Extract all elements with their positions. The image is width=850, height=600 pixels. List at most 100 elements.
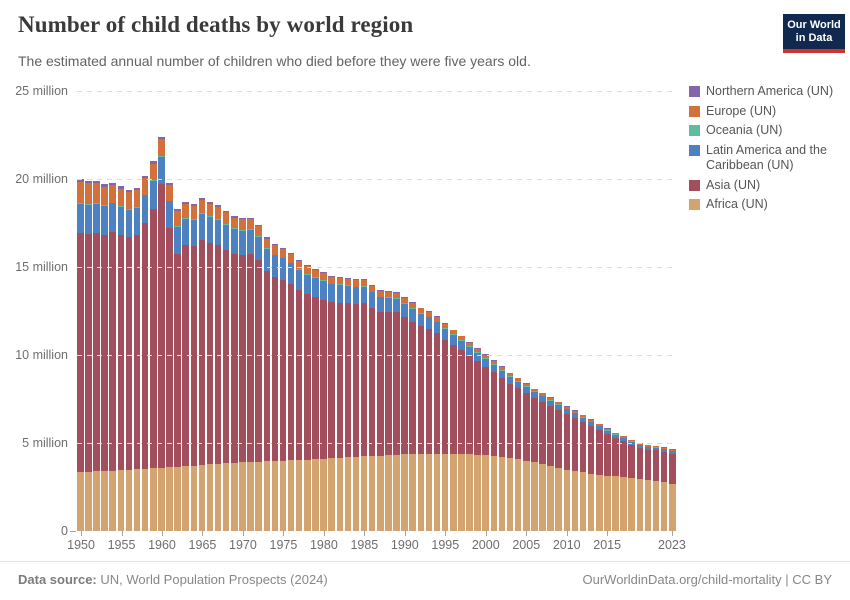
- legend-item-asia[interactable]: Asia (UN): [689, 178, 845, 194]
- bar-1985-segment-europe[interactable]: [360, 280, 368, 287]
- bar-1972-segment-africa[interactable]: [255, 461, 262, 531]
- bar-1959[interactable]: [149, 161, 157, 531]
- bar-1969-segment-oceania[interactable]: [231, 228, 238, 230]
- bar-1963-segment-latin-america[interactable]: [182, 218, 189, 246]
- bar-1968-segment-asia[interactable]: [222, 249, 230, 464]
- bar-2007[interactable]: [539, 392, 546, 531]
- bar-1974-segment-europe[interactable]: [271, 245, 279, 255]
- bar-1985-segment-africa[interactable]: [360, 456, 368, 531]
- bar-1990-segment-asia[interactable]: [401, 317, 408, 455]
- bar-1954-segment-asia[interactable]: [109, 231, 116, 471]
- bar-1966-segment-asia[interactable]: [206, 242, 214, 465]
- bar-1983-segment-northern-america[interactable]: [344, 277, 352, 279]
- bar-1968-segment-europe[interactable]: [222, 212, 230, 224]
- bar-1972-segment-northern-america[interactable]: [255, 224, 262, 227]
- bar-1967[interactable]: [214, 205, 222, 531]
- bar-2012-segment-oceania[interactable]: [579, 417, 587, 418]
- bar-1976-segment-oceania[interactable]: [287, 262, 295, 264]
- bar-1981-segment-latin-america[interactable]: [328, 284, 335, 303]
- bar-1975-segment-northern-america[interactable]: [279, 247, 287, 249]
- bar-1951-segment-oceania[interactable]: [85, 203, 92, 205]
- bar-1969-segment-northern-america[interactable]: [231, 216, 238, 218]
- bar-1971-segment-africa[interactable]: [247, 462, 254, 531]
- bar-2006-segment-latin-america[interactable]: [531, 392, 538, 398]
- bar-1959-segment-africa[interactable]: [149, 468, 157, 531]
- bar-2019-segment-africa[interactable]: [636, 479, 644, 531]
- bar-1956-segment-oceania[interactable]: [125, 208, 133, 210]
- bar-1952-segment-europe[interactable]: [93, 183, 100, 203]
- bar-2022-segment-europe[interactable]: [660, 447, 668, 450]
- bar-1998[interactable]: [466, 341, 473, 531]
- bar-1962-segment-latin-america[interactable]: [174, 226, 181, 254]
- bar-1950-segment-africa[interactable]: [77, 472, 84, 531]
- bar-1999-segment-oceania[interactable]: [474, 352, 481, 353]
- bar-1981-segment-asia[interactable]: [328, 302, 335, 459]
- bar-2015[interactable]: [604, 428, 611, 531]
- bar-1982-segment-europe[interactable]: [336, 277, 344, 285]
- bar-1982-segment-asia[interactable]: [336, 302, 344, 458]
- bar-1992[interactable]: [417, 307, 425, 531]
- bar-2022-segment-africa[interactable]: [660, 482, 668, 531]
- bar-1960[interactable]: [158, 136, 165, 531]
- bar-1990-segment-latin-america[interactable]: [401, 303, 408, 317]
- bar-1968[interactable]: [222, 210, 230, 531]
- bar-1975-segment-asia[interactable]: [279, 279, 287, 461]
- bar-1985-segment-asia[interactable]: [360, 302, 368, 457]
- bar-2004[interactable]: [514, 377, 522, 531]
- bar-1985[interactable]: [360, 279, 368, 531]
- bar-2014-segment-europe[interactable]: [596, 424, 603, 426]
- bar-1952-segment-asia[interactable]: [93, 232, 100, 472]
- bar-1962-segment-northern-america[interactable]: [174, 208, 181, 212]
- bar-1954[interactable]: [109, 182, 116, 531]
- bar-1968-segment-africa[interactable]: [222, 463, 230, 531]
- bar-2017-segment-europe[interactable]: [620, 436, 627, 438]
- bar-2007-segment-latin-america[interactable]: [539, 396, 546, 402]
- bar-1968-segment-oceania[interactable]: [222, 223, 230, 225]
- bar-1961-segment-northern-america[interactable]: [166, 182, 173, 185]
- bar-2007-segment-africa[interactable]: [539, 464, 546, 531]
- bar-1975-segment-europe[interactable]: [279, 248, 287, 258]
- bar-2010-segment-asia[interactable]: [563, 413, 571, 470]
- bar-1985-segment-northern-america[interactable]: [360, 279, 368, 281]
- bar-1981[interactable]: [328, 275, 335, 531]
- bar-1996-segment-oceania[interactable]: [450, 334, 457, 335]
- bar-1957-segment-latin-america[interactable]: [133, 207, 141, 236]
- bar-2019-segment-asia[interactable]: [636, 447, 644, 480]
- bar-1976-segment-northern-america[interactable]: [287, 252, 295, 255]
- bar-1991-segment-latin-america[interactable]: [409, 308, 416, 322]
- bar-1971-segment-europe[interactable]: [247, 219, 254, 230]
- bar-1976-segment-europe[interactable]: [287, 254, 295, 263]
- bar-1959-segment-latin-america[interactable]: [149, 181, 157, 209]
- bar-1956-segment-northern-america[interactable]: [125, 189, 133, 193]
- bar-2009-segment-oceania[interactable]: [555, 404, 562, 405]
- bar-1978-segment-asia[interactable]: [304, 294, 311, 460]
- bar-2015-segment-northern-america[interactable]: [604, 428, 611, 429]
- bar-1964-segment-latin-america[interactable]: [190, 219, 198, 247]
- bar-1951-segment-asia[interactable]: [85, 233, 92, 472]
- bar-1984-segment-latin-america[interactable]: [352, 287, 360, 304]
- bar-1995-segment-latin-america[interactable]: [441, 328, 449, 340]
- bar-2013-segment-europe[interactable]: [587, 419, 595, 422]
- bar-2009-segment-latin-america[interactable]: [555, 404, 562, 410]
- bar-2019[interactable]: [636, 443, 644, 531]
- bar-1976-segment-africa[interactable]: [287, 460, 295, 531]
- bar-1963[interactable]: [182, 201, 189, 531]
- bar-2021-segment-latin-america[interactable]: [652, 447, 660, 451]
- bar-1983-segment-europe[interactable]: [344, 278, 352, 285]
- bar-1960-segment-latin-america[interactable]: [158, 156, 165, 184]
- bar-1966-segment-northern-america[interactable]: [206, 201, 214, 204]
- bar-1995-segment-africa[interactable]: [441, 453, 449, 531]
- bar-2007-segment-europe[interactable]: [539, 393, 546, 396]
- bar-1956-segment-europe[interactable]: [125, 192, 133, 209]
- bar-2023[interactable]: [668, 449, 676, 531]
- bar-2005-segment-latin-america[interactable]: [523, 386, 530, 394]
- bar-1969-segment-europe[interactable]: [231, 217, 238, 229]
- bar-2010-segment-northern-america[interactable]: [563, 406, 571, 407]
- bar-2001-segment-oceania[interactable]: [490, 364, 498, 365]
- bar-1973-segment-europe[interactable]: [263, 238, 271, 249]
- bar-1962-segment-asia[interactable]: [174, 253, 181, 467]
- bar-1980-segment-asia[interactable]: [320, 299, 327, 459]
- bar-1987[interactable]: [377, 289, 384, 531]
- bar-2006-segment-asia[interactable]: [531, 397, 538, 463]
- bar-1987-segment-africa[interactable]: [377, 455, 384, 531]
